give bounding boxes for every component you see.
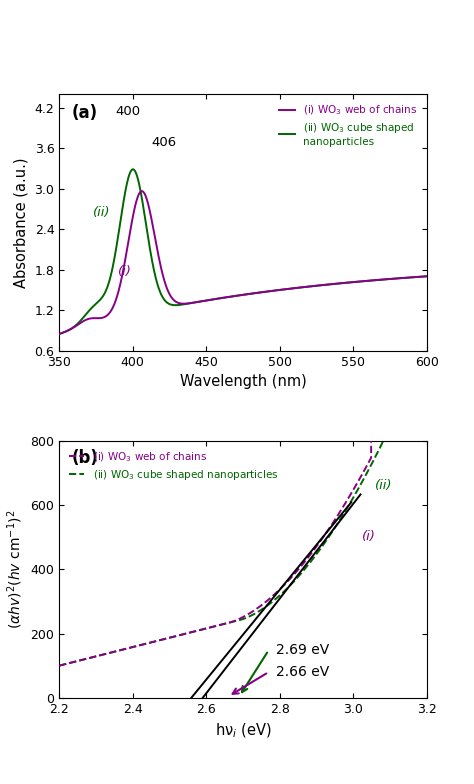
Text: (i): (i) — [362, 531, 376, 543]
Text: 400: 400 — [116, 105, 141, 118]
X-axis label: Wavelength (nm): Wavelength (nm) — [180, 375, 306, 390]
Text: (ii): (ii) — [375, 479, 392, 492]
Text: (i): (i) — [118, 265, 132, 278]
X-axis label: hν$_i$ (eV): hν$_i$ (eV) — [215, 721, 271, 739]
Y-axis label: Absorbance (a.u.): Absorbance (a.u.) — [14, 158, 29, 288]
Text: (b): (b) — [72, 448, 99, 466]
Text: 2.69 eV: 2.69 eV — [276, 643, 329, 657]
Legend: (i) WO$_3$ web of chains, (ii) WO$_3$ cube shaped
nanoparticles: (i) WO$_3$ web of chains, (ii) WO$_3$ cu… — [275, 100, 421, 151]
Legend: (i) WO$_3$ web of chains, (ii) WO$_3$ cube shaped nanoparticles: (i) WO$_3$ web of chains, (ii) WO$_3$ cu… — [64, 446, 283, 486]
Text: (a): (a) — [72, 104, 98, 122]
Y-axis label: $(\alpha hv)^2(hv\ \mathrm{cm}^{-1})^2$: $(\alpha hv)^2(hv\ \mathrm{cm}^{-1})^2$ — [5, 510, 25, 629]
Text: (ii): (ii) — [93, 205, 110, 219]
Text: 2.66 eV: 2.66 eV — [276, 665, 329, 679]
Text: 406: 406 — [152, 136, 177, 149]
